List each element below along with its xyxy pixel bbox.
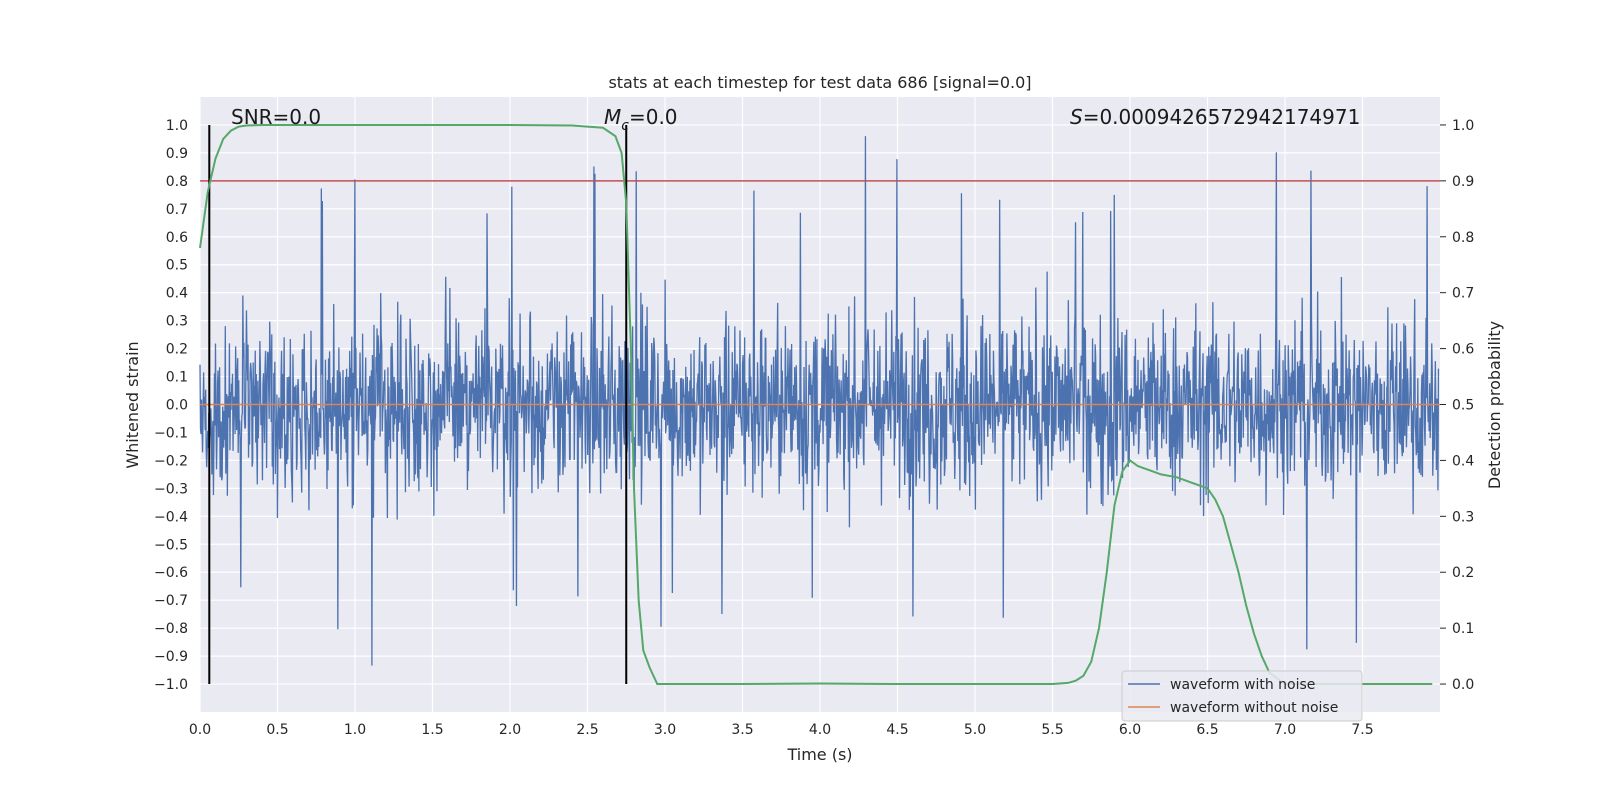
x-tick-label: 7.0 bbox=[1274, 722, 1296, 738]
y2-tick-label: 0.1 bbox=[1452, 621, 1474, 637]
y-tick-label: 0.8 bbox=[166, 174, 188, 190]
y-tick-label: 0.2 bbox=[166, 342, 188, 358]
x-tick-label: 3.0 bbox=[654, 722, 676, 738]
legend-box bbox=[1121, 670, 1363, 722]
y2-axis-ticks: 1.0 0.9 0.8 0.7 0.6 0.5 0.4 0.3 0.2 0.1 0.0 bbox=[1440, 118, 1474, 693]
y-tick-label: −0.1 bbox=[154, 425, 188, 441]
x-axis-ticks: 0.0 0.5 1.0 1.5 2.0 2.5 3.0 3.5 4.0 4.5 5.0 5.5 6.0 6… bbox=[189, 722, 1374, 738]
x-tick-label: 1.5 bbox=[421, 722, 443, 738]
noise-waveform bbox=[199, 136, 1440, 666]
y2-tick-label: 0.4 bbox=[1452, 453, 1474, 469]
x-tick-label: 2.5 bbox=[576, 722, 598, 738]
x-tick-label: 4.0 bbox=[809, 722, 831, 738]
mc-annotation: Mc=0.0 bbox=[604, 105, 678, 134]
x-axis-label: Time (s) bbox=[786, 745, 852, 764]
x-tick-label: 5.0 bbox=[964, 722, 986, 738]
x-tick-label: 3.5 bbox=[731, 722, 753, 738]
y2-tick-label: 0.6 bbox=[1452, 342, 1474, 358]
y-tick-label: −0.9 bbox=[154, 649, 188, 665]
legend-label-noise: waveform with noise bbox=[1170, 677, 1315, 693]
y-axis-label: Whitened strain bbox=[123, 341, 142, 468]
y-tick-label: 0.6 bbox=[166, 230, 188, 246]
x-tick-label: 6.0 bbox=[1119, 722, 1141, 738]
y-tick-label: 0.9 bbox=[166, 146, 188, 162]
y-tick-label: 1.0 bbox=[166, 118, 188, 134]
y-tick-label: −0.8 bbox=[154, 621, 188, 637]
y-tick-label: 0.4 bbox=[166, 286, 188, 302]
y2-tick-label: 1.0 bbox=[1452, 118, 1474, 134]
x-tick-label: 4.5 bbox=[886, 722, 908, 738]
x-tick-label: 1.0 bbox=[344, 722, 366, 738]
mc-symbol: M bbox=[604, 105, 621, 129]
y-tick-label: 0.0 bbox=[166, 398, 188, 414]
legend: waveform with noise waveform without noi… bbox=[1121, 670, 1363, 722]
x-tick-label: 7.5 bbox=[1351, 722, 1373, 738]
legend-label-clean: waveform without noise bbox=[1170, 700, 1338, 716]
y-tick-label: 0.3 bbox=[166, 314, 188, 330]
waveform-with-noise-line bbox=[199, 136, 1440, 666]
y2-tick-label: 0.3 bbox=[1452, 509, 1474, 525]
y2-tick-label: 0.8 bbox=[1452, 230, 1474, 246]
y-tick-label: 0.7 bbox=[166, 202, 188, 218]
x-tick-label: 2.0 bbox=[499, 722, 521, 738]
y-tick-label: −0.7 bbox=[154, 593, 188, 609]
mc-value: =0.0 bbox=[629, 105, 678, 129]
x-tick-label: 0.5 bbox=[266, 722, 288, 738]
detection-probability-line bbox=[199, 123, 1433, 686]
snr-annotation: SNR=0.0 bbox=[231, 105, 321, 129]
s-symbol: S bbox=[1070, 105, 1083, 129]
y2-tick-label: 0.7 bbox=[1452, 286, 1474, 302]
y2-tick-label: 0.2 bbox=[1452, 565, 1474, 581]
s-value: =0.0009426572942174971 bbox=[1083, 105, 1361, 129]
y2-tick-label: 0.0 bbox=[1452, 677, 1474, 693]
y2-axis-label: Detection probability bbox=[1485, 321, 1504, 489]
mc-subscript: c bbox=[621, 118, 629, 134]
s-annotation: S=0.0009426572942174971 bbox=[1070, 105, 1360, 129]
y-tick-label: −0.4 bbox=[154, 509, 188, 525]
x-tick-label: 6.5 bbox=[1196, 722, 1218, 738]
y2-tick-label: 0.9 bbox=[1452, 174, 1474, 190]
y-tick-label: −1.0 bbox=[154, 677, 188, 693]
y-axis-ticks: 1.0 0.9 0.8 0.7 0.6 0.5 0.4 0.3 0.2 0.1 0.0 −0.1 −0.… bbox=[154, 118, 188, 693]
x-tick-label: 0.0 bbox=[189, 722, 211, 738]
y-tick-label: −0.2 bbox=[154, 453, 188, 469]
y-tick-label: 0.1 bbox=[166, 370, 188, 386]
y-tick-label: −0.6 bbox=[154, 565, 188, 581]
lines-layer bbox=[199, 123, 1440, 686]
y-tick-label: −0.3 bbox=[154, 481, 188, 497]
y2-tick-label: 0.5 bbox=[1452, 398, 1474, 414]
y-tick-label: −0.5 bbox=[154, 537, 188, 553]
y-tick-label: 0.5 bbox=[166, 258, 188, 274]
x-tick-label: 5.5 bbox=[1041, 722, 1063, 738]
chart-title: stats at each timestep for test data 686… bbox=[608, 73, 1031, 92]
